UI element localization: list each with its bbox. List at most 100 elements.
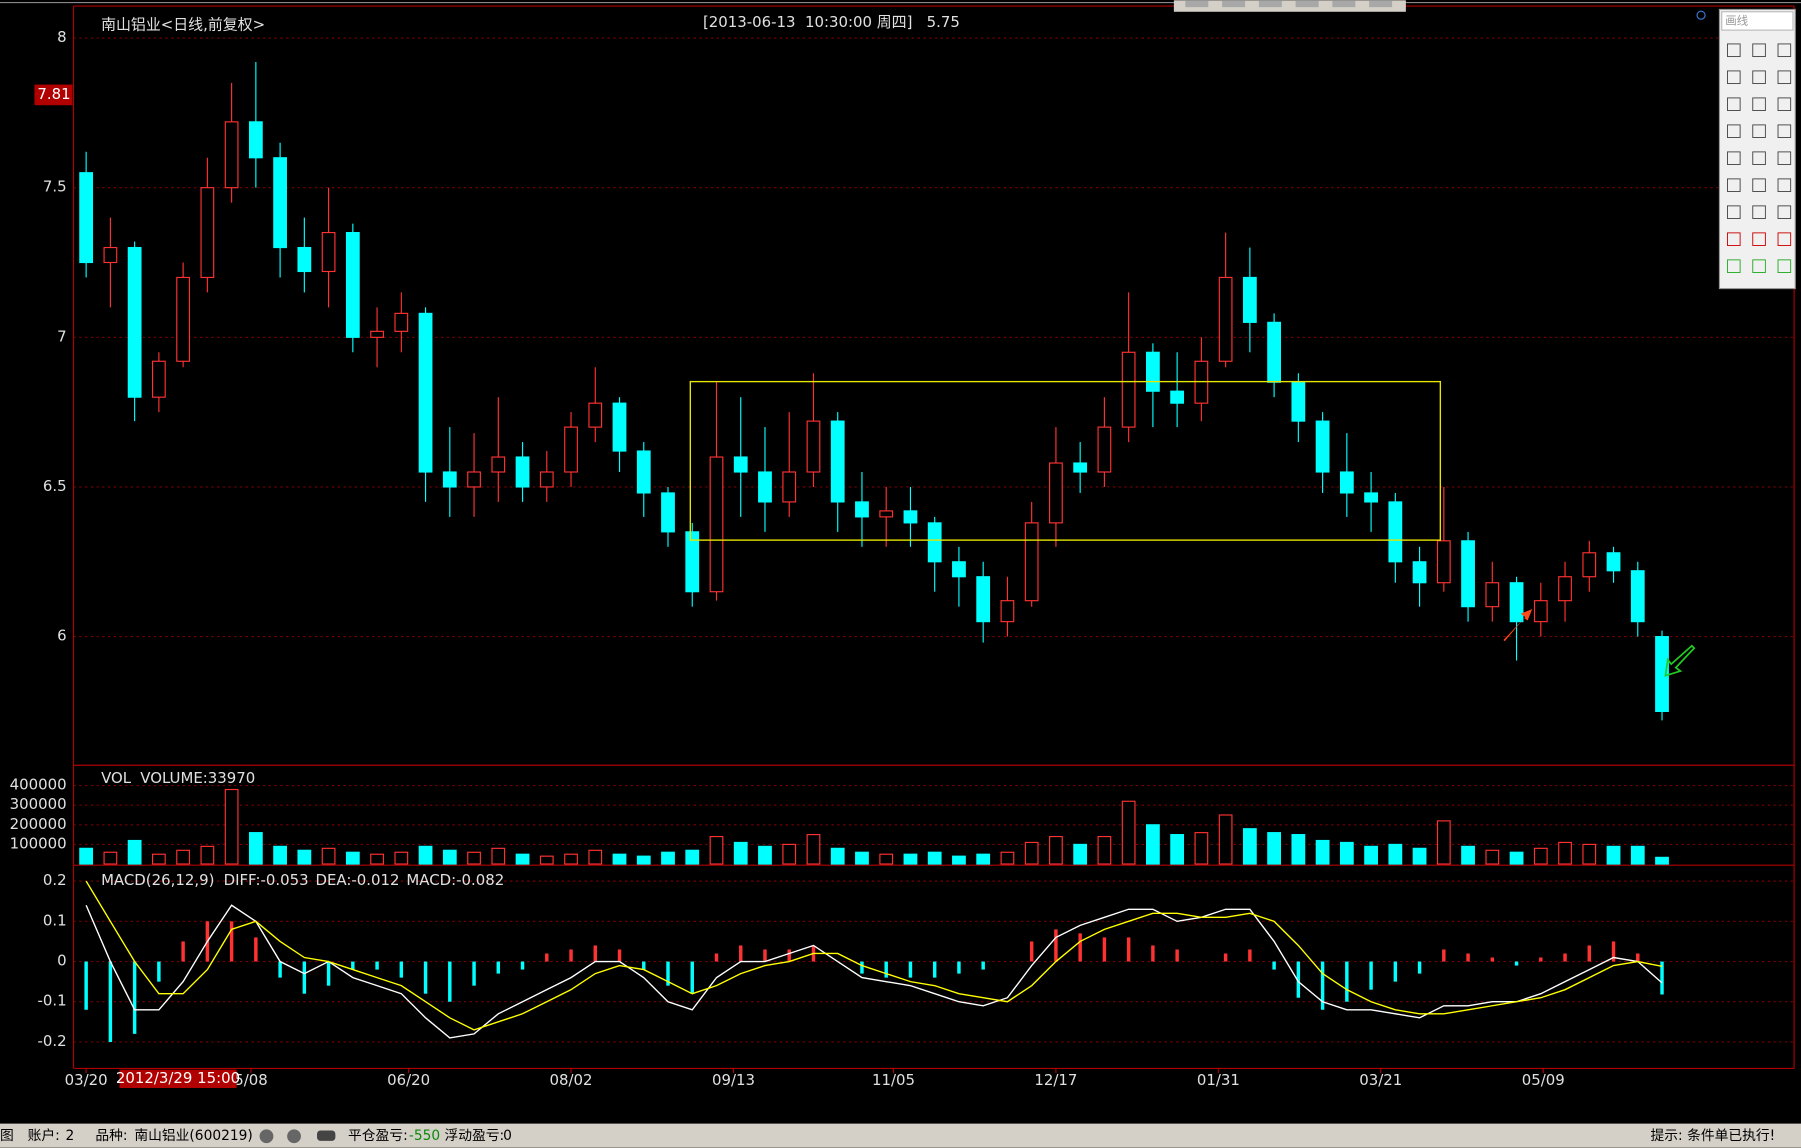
tool-icon[interactable] <box>1752 151 1766 165</box>
volume-bar <box>564 853 578 865</box>
status-symbol[interactable]: 南山铝业(600219) <box>134 1128 252 1144</box>
volume-bar <box>491 847 506 865</box>
tool-icon[interactable] <box>1752 259 1766 273</box>
candle-body <box>1049 462 1063 524</box>
tool-icon[interactable] <box>1777 178 1792 192</box>
volume-bar <box>1412 847 1427 865</box>
x-tick-label: 06/20 <box>387 1071 430 1089</box>
y-tick-label: 7.5 <box>43 178 67 196</box>
toolbar-panel <box>1718 8 1796 290</box>
tool-icon[interactable] <box>1727 97 1741 112</box>
tool-icon[interactable] <box>1777 97 1792 112</box>
tool-icon[interactable] <box>1752 97 1766 112</box>
tool-icon[interactable] <box>1777 205 1792 219</box>
volume-bar <box>539 855 554 865</box>
volume-bar <box>1388 843 1403 865</box>
y-tick-label: 100000 <box>10 834 67 852</box>
x-tick-label: 03/20 <box>65 1071 108 1089</box>
tool-icon[interactable] <box>1752 43 1766 58</box>
tool-icon[interactable] <box>1727 205 1741 219</box>
candle-body <box>661 492 675 533</box>
volume-bar <box>1194 832 1209 865</box>
tool-button[interactable] <box>1185 0 1209 8</box>
status-close-pnl: -550 <box>409 1128 440 1144</box>
volume-bar <box>103 851 118 865</box>
tool-icon[interactable] <box>1777 259 1792 273</box>
glasses-button[interactable] <box>317 1130 336 1141</box>
tool-icon[interactable] <box>1752 178 1766 192</box>
chart-title: VOL <box>101 769 132 787</box>
tool-button[interactable] <box>1222 0 1246 8</box>
tool-icon[interactable] <box>1727 151 1741 165</box>
volume-bar <box>1630 845 1645 865</box>
candle-body <box>806 420 821 473</box>
candle-body <box>370 330 384 338</box>
plus-button[interactable] <box>287 1129 301 1144</box>
volume-bar <box>1097 835 1112 865</box>
candle-body <box>103 246 118 264</box>
tool-icon[interactable] <box>1752 70 1766 85</box>
candle-body <box>952 561 966 578</box>
candle-body <box>1461 540 1475 608</box>
tool-icon[interactable] <box>1777 70 1792 85</box>
candle-body <box>1388 501 1403 563</box>
tool-icon[interactable] <box>1727 178 1741 192</box>
toolbar-input[interactable] <box>1721 11 1794 31</box>
tool-button[interactable] <box>1332 0 1356 8</box>
chart-title: MACD(26,12,9) <box>101 871 214 889</box>
tool-button[interactable] <box>1369 0 1393 8</box>
volume-bar <box>661 851 675 865</box>
tool-icon[interactable] <box>1727 232 1741 246</box>
volume-bar <box>952 855 966 865</box>
status-account[interactable]: 2 <box>65 1128 74 1144</box>
volume-bar <box>1315 839 1330 865</box>
tool-icon[interactable] <box>1777 151 1792 165</box>
candle-body <box>248 121 263 159</box>
candle-body <box>927 522 942 563</box>
y-tick-label: 0.2 <box>43 871 67 889</box>
red-arrow <box>1503 609 1533 642</box>
tool-button[interactable] <box>1295 0 1319 8</box>
x-tick-label: 05/09 <box>1522 1071 1565 1089</box>
volume-bar <box>782 843 797 865</box>
volume-bar <box>273 845 287 865</box>
tool-icon[interactable] <box>1727 124 1741 138</box>
volume-bar <box>1218 814 1233 865</box>
volume-bar <box>1509 851 1524 865</box>
drawn-box <box>689 380 1442 541</box>
volume-bar <box>394 851 409 865</box>
tool-button[interactable] <box>1258 0 1282 8</box>
candle-body <box>1291 381 1306 422</box>
tool-icon[interactable] <box>1727 70 1741 85</box>
candle-body <box>1218 276 1233 362</box>
tool-icon[interactable] <box>1752 205 1766 219</box>
tool-icon[interactable] <box>1727 259 1741 273</box>
tool-icon[interactable] <box>1777 43 1792 58</box>
tool-icon[interactable] <box>1752 124 1766 138</box>
zoom-in-icon[interactable] <box>1696 10 1706 20</box>
tool-icon[interactable] <box>1752 232 1766 246</box>
tool-icon[interactable] <box>1777 124 1792 138</box>
candle-body <box>394 312 409 332</box>
volume-bar <box>976 853 991 865</box>
tool-icon[interactable] <box>1727 43 1741 58</box>
minus-button[interactable] <box>259 1129 274 1144</box>
tool-icons <box>1727 43 1792 273</box>
candle-body <box>176 276 191 362</box>
candle-body <box>1242 276 1257 323</box>
volume-bar <box>1000 851 1015 865</box>
volume-bar <box>224 788 239 865</box>
y-tick-label: 7 <box>57 327 67 345</box>
candle-body <box>1121 351 1136 428</box>
status-menu[interactable]: 图 <box>0 1128 14 1144</box>
toolbar-placeholder: 画线 <box>1725 13 1748 27</box>
candle-body <box>1582 552 1597 578</box>
status-account-label: 账户: <box>28 1127 60 1144</box>
volume-bar <box>1582 843 1597 865</box>
green-arrow <box>1664 644 1696 677</box>
tool-icon[interactable] <box>1777 232 1792 246</box>
candle-body <box>1073 462 1088 473</box>
macd-line <box>85 880 1663 1031</box>
volume-bar <box>151 853 166 865</box>
